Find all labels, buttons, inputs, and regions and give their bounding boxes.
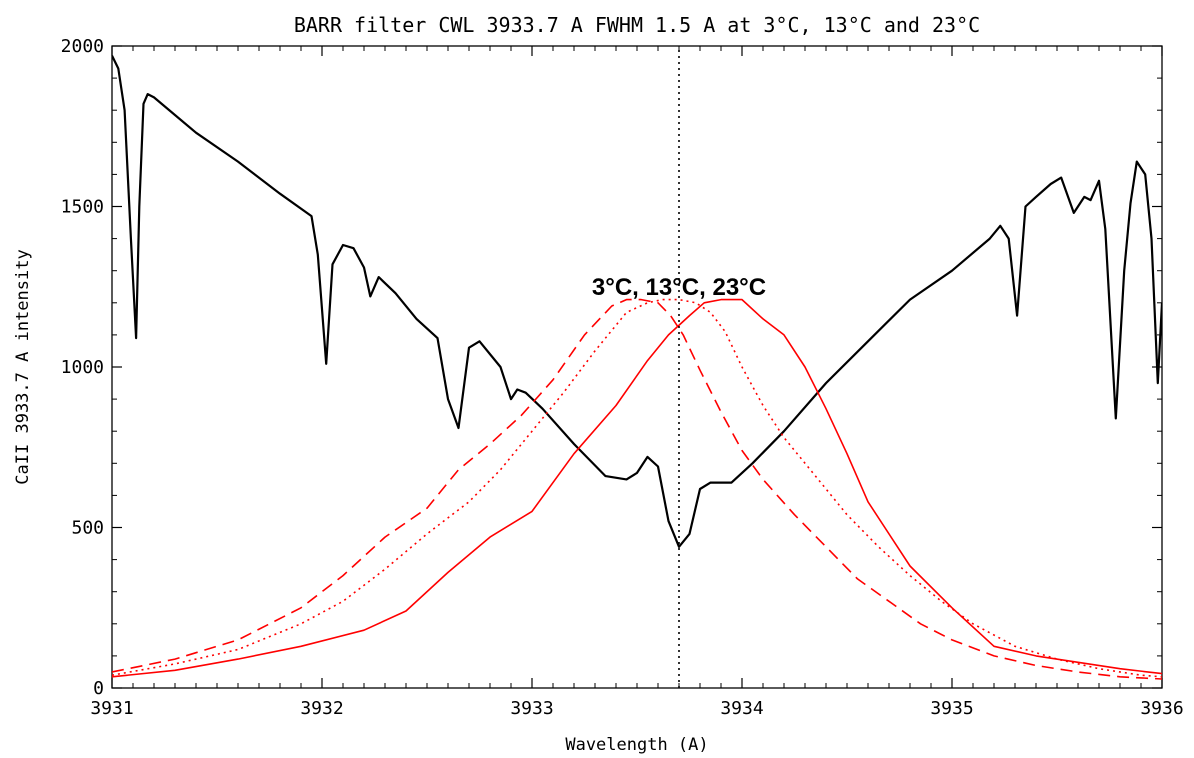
x-tick-label: 3931	[90, 698, 133, 719]
chart-title: BARR filter CWL 3933.7 A FWHM 1.5 A at 3…	[294, 13, 980, 37]
x-tick-label: 3935	[930, 698, 973, 719]
spectrum-line	[112, 55, 1162, 548]
x-tick-label: 3932	[300, 698, 343, 719]
temperature-annotation: 3°C, 13°C, 23°C	[592, 274, 766, 301]
x-tick-label: 3936	[1140, 698, 1183, 719]
y-tick-label: 0	[93, 678, 104, 699]
filter-curve-solid	[112, 298, 1162, 678]
y-tick-label: 1000	[61, 357, 104, 378]
y-tick-label: 1500	[61, 197, 104, 218]
x-tick-label: 3933	[510, 698, 553, 719]
series-layer	[112, 46, 1162, 688]
filter-curve-dashed	[112, 298, 1162, 680]
axis-ticks: 3931 3932 3933 3934 3935 3936 0 500 1000 1500 2000	[61, 36, 1184, 719]
y-tick-label: 2000	[61, 36, 104, 57]
y-axis-label: CaII 3933.7 A intensity	[13, 249, 33, 484]
y-tick-label: 500	[71, 518, 104, 539]
x-axis-label: Wavelength (A)	[565, 735, 708, 755]
plot-frame	[111, 45, 1163, 689]
filter-curve-dotted	[112, 298, 1162, 678]
x-tick-label: 3934	[720, 698, 763, 719]
